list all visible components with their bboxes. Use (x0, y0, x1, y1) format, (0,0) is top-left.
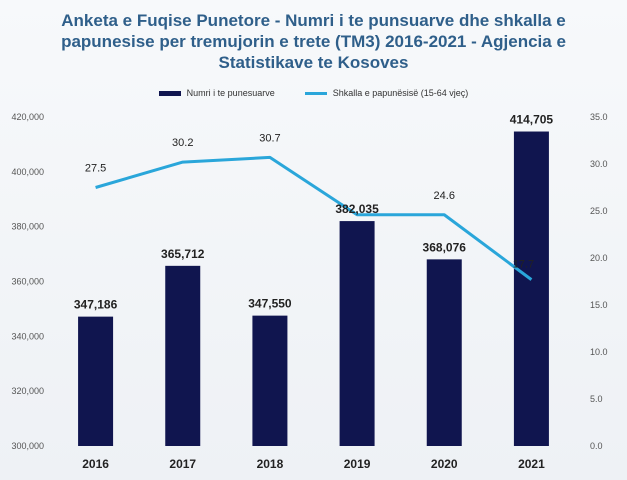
bar-2018 (252, 315, 288, 446)
y-right-tick-label: 0.0 (590, 441, 603, 451)
bar-2017 (165, 265, 201, 446)
legend-item-employed: Numri i te punesuarve (158, 88, 275, 98)
bar-value-label: 382,035 (335, 202, 379, 216)
x-category-label: 2021 (518, 457, 545, 471)
y-right-tick-label: 15.0 (590, 300, 608, 310)
y-right-tick-label: 10.0 (590, 347, 608, 357)
legend-swatch-line (304, 91, 327, 95)
legend-item-unemployment: Shkalla e papunësisë (15-64 vjeç) (304, 88, 469, 98)
bar-value-label: 347,186 (74, 298, 118, 312)
legend-label-employed: Numri i te punesuarve (186, 88, 275, 98)
y-left-tick-label: 340,000 (11, 331, 44, 341)
y-right-tick-label: 25.0 (590, 206, 608, 216)
title-line-3: Statistikave te Kosoves (218, 53, 409, 72)
line-value-label: 24.6 (434, 190, 455, 202)
y-right-tick-label: 5.0 (590, 394, 603, 404)
line-value-label: 17.7 (513, 259, 534, 271)
unemployment-line (95, 155, 533, 281)
bar-2020 (426, 259, 462, 446)
y-left-tick-label: 380,000 (11, 222, 44, 232)
y-right-tick-label: 30.0 (590, 159, 608, 169)
legend-label-unemployment: Shkalla e papunësisë (15-64 vjeç) (332, 88, 469, 98)
bar-2016 (78, 316, 114, 446)
title-line-2: papunesise per tremujorin e trete (TM3) … (61, 32, 566, 51)
y-right-tick-label: 20.0 (590, 253, 608, 263)
line-value-label: 30.7 (259, 132, 280, 144)
legend-swatch-bar (158, 90, 181, 96)
y-left-tick-label: 420,000 (11, 112, 44, 122)
y-left-tick-label: 360,000 (11, 277, 44, 287)
y-left-tick-label: 320,000 (11, 386, 44, 396)
x-category-label: 2017 (169, 457, 196, 471)
chart-title: Anketa e Fuqise Punetore - Numri i te pu… (0, 10, 627, 73)
bar-value-label: 365,712 (161, 247, 205, 261)
bar-value-label: 368,076 (423, 240, 467, 254)
bar-value-label: 414,705 (510, 113, 554, 127)
x-category-label: 2020 (431, 457, 458, 471)
title-line-1: Anketa e Fuqise Punetore - Numri i te pu… (61, 11, 566, 30)
line-value-label: 27.5 (85, 163, 106, 175)
x-category-label: 2019 (344, 457, 371, 471)
y-left-tick-label: 300,000 (11, 441, 44, 451)
bar-value-label: 347,550 (248, 297, 292, 311)
y-right-tick-label: 35.0 (590, 112, 608, 122)
y-left-tick-label: 400,000 (11, 167, 44, 177)
line-value-label: 30.2 (172, 137, 193, 149)
chart-legend: Numri i te punesuarve Shkalla e papunësi… (0, 88, 627, 98)
bar-2019 (339, 221, 375, 446)
bar-2021 (513, 131, 549, 446)
x-category-label: 2018 (257, 457, 284, 471)
x-category-label: 2016 (82, 457, 109, 471)
